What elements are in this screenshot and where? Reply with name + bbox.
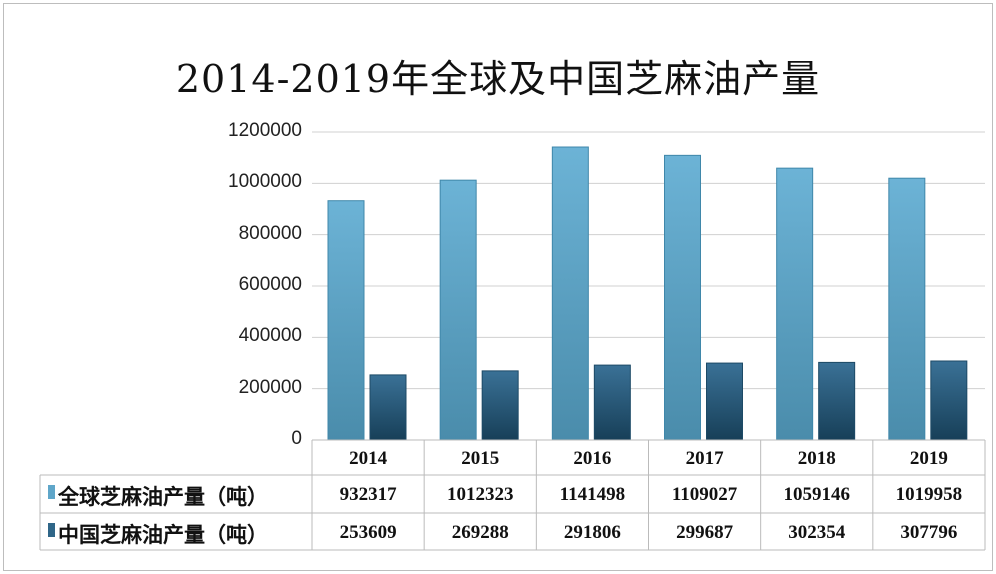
y-tick-label: 1000000 [228, 171, 302, 193]
data-label: 1012323 [446, 484, 514, 505]
category-label: 2016 [573, 448, 612, 469]
data-label: 269288 [451, 522, 509, 543]
bar-china-2019 [930, 360, 968, 441]
y-tick-label: 200000 [238, 376, 302, 398]
data-label: 299687 [676, 522, 734, 543]
data-label: 1109027 [671, 484, 738, 505]
chart-title: 2014-2019年全球及中国芝麻油产量 [175, 57, 821, 101]
data-label: 307796 [900, 522, 958, 543]
bar-china-2017 [706, 362, 743, 441]
bar-global-2018 [776, 167, 814, 441]
legend-label-china: 中国芝麻油产量（吨） [58, 523, 268, 547]
bar-china-2014 [369, 374, 407, 441]
y-tick-label: 800000 [238, 222, 302, 244]
category-label: 2017 [685, 448, 724, 469]
data-label: 291806 [563, 522, 621, 543]
legend-label-global: 全球芝麻油产量（吨） [58, 485, 268, 509]
data-label: 302354 [788, 522, 846, 543]
bar-china-2015 [481, 370, 519, 441]
bar-global-2017 [664, 154, 701, 441]
legend-key-china [48, 523, 55, 537]
category-label: 2018 [797, 448, 836, 469]
bar-global-2014 [327, 200, 365, 441]
data-label: 1019958 [895, 484, 963, 505]
data-label: 253609 [339, 522, 397, 543]
legend-key-global [48, 485, 55, 499]
bar-global-2019 [888, 177, 926, 441]
data-label: 1059146 [783, 484, 850, 505]
chart-frame [3, 3, 993, 571]
bar-global-2015 [439, 179, 477, 441]
category-label: 2014 [349, 448, 388, 469]
bar-china-2018 [818, 361, 856, 441]
bar-china-2016 [593, 364, 631, 441]
category-label: 2019 [909, 448, 948, 469]
data-label: 932317 [339, 484, 397, 505]
category-label: 2015 [461, 448, 500, 469]
data-label: 1141498 [559, 484, 626, 505]
y-tick-label: 1200000 [228, 120, 302, 141]
y-tick-label: 0 [291, 428, 302, 449]
y-tick-label: 600000 [238, 274, 302, 295]
y-tick-label: 400000 [238, 325, 302, 347]
bar-global-2016 [551, 146, 589, 441]
